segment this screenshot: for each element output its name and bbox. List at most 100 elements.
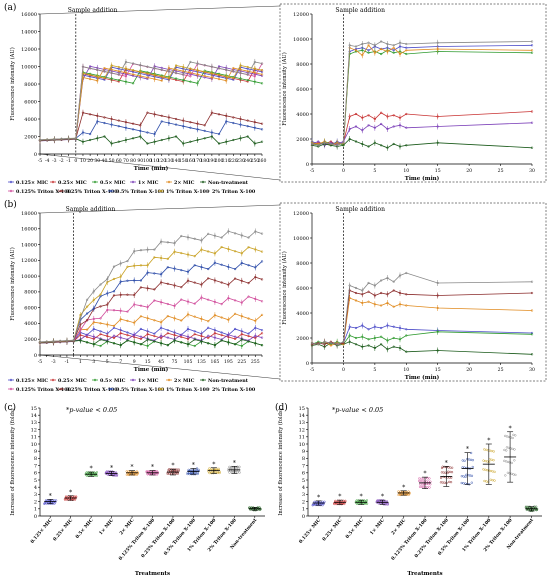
a-zoom-point-0-25-mic	[386, 115, 389, 118]
b-zoom-point-2-triton-x-100	[530, 280, 534, 283]
b-main-point-2-triton-x-100	[254, 230, 257, 233]
d-point-0-125-triton-x-100	[427, 483, 430, 486]
b-zoom-point-0-125-mic	[392, 325, 395, 328]
a-zoom-y-tick-label: 2000	[296, 137, 309, 143]
a-main-point-0-25-triton-x-100	[167, 116, 171, 119]
a-main-point-0-25-triton-x-100	[196, 122, 199, 125]
a-zoom-point-0-5-mic	[361, 49, 364, 52]
d-y-tick-label: 3	[302, 492, 305, 498]
b-main-point-0-25-triton-x-100	[186, 279, 190, 282]
b-zoom-x-tick-label: 30	[529, 367, 535, 373]
b-main-point-2-mic	[186, 313, 190, 316]
b-main-point-0-125-mic	[254, 326, 257, 329]
a-main-point-2-mic	[88, 77, 92, 81]
d-point-0-5-triton-x-100	[464, 475, 467, 478]
b-main-point-1-triton-x-100	[260, 250, 264, 253]
a-zoom-point-non-treatment	[367, 145, 370, 148]
b-main-point-0-25-mic	[180, 335, 183, 339]
d-point-0-125-mic	[312, 503, 315, 507]
b-zoom-point-0-25-triton-x-100	[392, 289, 395, 292]
b-main-point-0-25-triton-x-100	[207, 277, 210, 280]
b-main-point-1-mic	[180, 333, 183, 336]
a-main-point-non-treatment	[81, 140, 85, 143]
a-main-point-non-treatment	[88, 138, 92, 142]
a-main-x-tick-label: 30	[94, 158, 100, 164]
a-main-point-non-treatment	[225, 140, 228, 143]
a-zoom-point-2-triton-x-100	[398, 41, 402, 44]
b-zoom-point-2-mic	[398, 303, 402, 306]
a-main-y-tick-label: 0	[34, 152, 37, 158]
a-main-x-tick-label: 230	[236, 158, 245, 164]
a-main-x-tick-label: 130	[165, 158, 174, 164]
b-main-point-2-triton-x-100	[186, 236, 190, 239]
b-main-point-2-triton-x-100	[79, 317, 82, 320]
d-point-0-25-triton-x-100	[440, 471, 444, 474]
a-zoom-y-tick-label: 6000	[296, 87, 309, 93]
c-x-axis-label: Treatments	[135, 571, 170, 577]
a-main-point-0-25-triton-x-100	[153, 113, 156, 116]
b-zoom-x-axis-label: Time (min)	[405, 374, 440, 381]
b-main-point-0-25-mic	[119, 332, 122, 335]
a-main-point-2-triton-x-100	[124, 60, 128, 64]
b-main-point-1-mic	[213, 336, 217, 339]
c-y-tick-label: 3	[34, 492, 37, 498]
d-point-1-triton-x-100	[486, 469, 489, 472]
a-main-x-tick-label: 50	[109, 158, 115, 164]
b-main-x-tick-label: -3	[51, 359, 56, 365]
a-legend-label: 0.25× MIC	[58, 180, 87, 186]
a-main-point-2-triton-x-100	[131, 62, 135, 65]
b-zoom-point-2-triton-x-100	[379, 279, 383, 282]
a-main-point-0-25-mic	[117, 80, 120, 83]
c-point-0-25-mic	[64, 496, 68, 499]
b-main-point-0-25-triton-x-100	[146, 287, 149, 290]
b-main-point-2-triton-x-100	[173, 242, 176, 245]
a-zoom-point-2-triton-x-100	[361, 42, 364, 46]
b-main-point-0-25-mic	[260, 332, 264, 335]
b-main-point-0-25-triton-x-100	[133, 293, 136, 297]
b-main-point-1-triton-x-100	[112, 277, 116, 281]
a-zoom-point-1-mic	[379, 122, 383, 126]
b-main-point-0-25-mic	[220, 333, 223, 337]
b-main-point-0-125-triton-x-100	[126, 310, 129, 313]
a-legend-label: 2× MIC	[174, 180, 195, 186]
b-zoom-x-tick-label: 10	[403, 367, 409, 373]
b-main-point-0-125-mic	[260, 329, 264, 332]
a-main-point-0-25-triton-x-100	[260, 122, 264, 125]
b-main-point-0-5-triton-x-100	[159, 273, 163, 276]
d-point-0-25-triton-x-100	[448, 470, 452, 474]
b-zoom-point-0-125-mic	[398, 326, 402, 330]
b-zoom-point-0-25-triton-x-100	[530, 291, 534, 295]
b-main-point-2-triton-x-100	[133, 250, 136, 253]
a-main-point-2-mic	[217, 77, 221, 81]
b-main-point-0-5-mic	[193, 344, 196, 348]
a-main-x-tick-label: 200	[215, 158, 224, 164]
b-main-point-2-mic	[126, 319, 129, 323]
d-point-0-5-triton-x-100	[468, 474, 472, 477]
b-main-point-2-mic	[200, 317, 203, 321]
d-point-0-5-triton-x-100	[460, 481, 463, 485]
d-point-0-125-triton-x-100	[420, 477, 423, 480]
a-zoom-x-tick-label: 30	[529, 168, 535, 174]
b-main-point-non-treatment	[99, 338, 102, 341]
b-main-point-0-25-mic	[112, 336, 116, 340]
d-point-2-triton-x-100	[504, 434, 507, 438]
b-main-point-2-mic	[166, 314, 169, 318]
d-point-0-125-triton-x-100	[425, 482, 428, 486]
b-main-point-2-triton-x-100	[146, 248, 149, 251]
d-point-1-triton-x-100	[491, 470, 494, 473]
d-sig-star-2-mic: *	[402, 484, 405, 491]
b-legend-label: 1% Triton X-100	[166, 387, 210, 393]
b-zoom-point-0-25-triton-x-100	[405, 293, 408, 296]
b-zoom-point-2-triton-x-100	[392, 280, 395, 283]
a-zoom-y-tick-label: 8000	[296, 62, 309, 68]
b-main-y-tick-label: 0	[34, 353, 37, 359]
b-zoom-point-2-triton-x-100	[361, 289, 364, 292]
b-zoom-x-tick-label: 0	[342, 367, 345, 373]
d-point-0-5-triton-x-100	[470, 474, 474, 477]
a-zoom-point-2-mic	[405, 49, 408, 52]
a-main-point-1-triton-x-100	[196, 69, 199, 72]
b-zoom-point-2-mic	[361, 301, 364, 305]
a-main-point-0-5-mic	[196, 82, 199, 85]
b-main-point-non-treatment	[119, 344, 122, 347]
